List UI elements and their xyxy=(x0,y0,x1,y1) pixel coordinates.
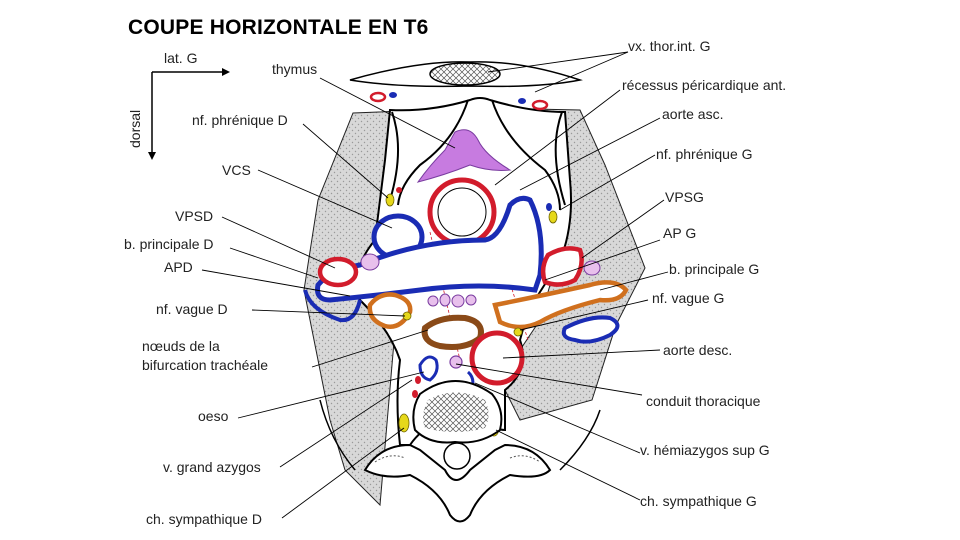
label-aorte-asc: aorte asc. xyxy=(662,106,724,122)
thymus xyxy=(416,129,512,183)
thoracic-internal-artery-left xyxy=(531,99,549,111)
label-conduit-thoracique: conduit thoracique xyxy=(646,393,761,409)
label-b-principale-d: b. principale D xyxy=(124,236,214,252)
lymph-node xyxy=(583,260,601,276)
page-title: COUPE HORIZONTALE EN T6 xyxy=(128,16,429,39)
label-b-principale-g: b. principale G xyxy=(669,261,760,277)
vertebra xyxy=(363,380,552,523)
label-aorte-desc: aorte desc. xyxy=(663,342,733,358)
left-inferior-pulmonary-vein xyxy=(561,315,620,344)
label-noeuds-line1: nœuds de la xyxy=(142,338,220,354)
label-ch-sympathique-d: ch. sympathique D xyxy=(146,511,262,527)
descending-aorta xyxy=(469,330,525,386)
esophagus xyxy=(418,355,439,382)
right-superior-pulmonary-vein xyxy=(317,256,359,288)
label-nf-phrenique-g: nf. phrénique G xyxy=(656,146,753,162)
left-vagus-nerve xyxy=(513,327,523,337)
lateral-axis-label: lat. G xyxy=(164,50,198,66)
thoracic-duct xyxy=(449,355,463,369)
label-ch-sympathique-g: ch. sympathique G xyxy=(640,493,757,509)
label-vcs: VCS xyxy=(222,162,251,178)
label-recessus: récessus péricardique ant. xyxy=(622,77,787,93)
lymph-node xyxy=(360,253,380,271)
label-nf-vague-g: nf. vague G xyxy=(652,290,725,306)
orientation-axes xyxy=(148,68,230,160)
label-nf-phrenique-d: nf. phrénique D xyxy=(192,112,288,128)
label-apd: APD xyxy=(164,259,193,275)
label-oeso: oeso xyxy=(198,408,229,424)
right-sympathetic-chain xyxy=(398,413,410,433)
label-thymus: thymus xyxy=(272,61,318,77)
label-ap-g: AP G xyxy=(663,225,697,241)
label-vpsd: VPSD xyxy=(175,208,214,224)
thoracic-internal-artery-right xyxy=(369,91,387,103)
label-vpsg: VPSG xyxy=(665,189,704,205)
label-hemiazygos: v. hémiazygos sup G xyxy=(640,442,770,458)
leader-lines xyxy=(201,51,669,519)
thoracic-internal-vein-left xyxy=(518,98,526,104)
thoracic-internal-vein-right xyxy=(389,92,397,98)
label-nf-vague-d: nf. vague D xyxy=(156,301,228,317)
left-phrenic-nerve xyxy=(548,210,558,224)
right-phrenic-nerve xyxy=(385,193,395,207)
left-main-bronchus xyxy=(492,280,629,330)
bifurcation-lymph-nodes xyxy=(427,293,477,308)
pulmonary-vein-structure xyxy=(315,195,544,303)
right-main-bronchus xyxy=(367,292,413,329)
left-superior-pulmonary-vein xyxy=(540,246,584,287)
label-noeuds-line2: bifurcation trachéale xyxy=(142,357,269,373)
trachea-bifurcation xyxy=(421,314,484,350)
label-vx-thor-int: vx. thor.int. G xyxy=(628,38,711,54)
dorsal-axis-label: dorsal xyxy=(127,109,143,148)
label-grand-azygos: v. grand azygos xyxy=(163,459,261,475)
